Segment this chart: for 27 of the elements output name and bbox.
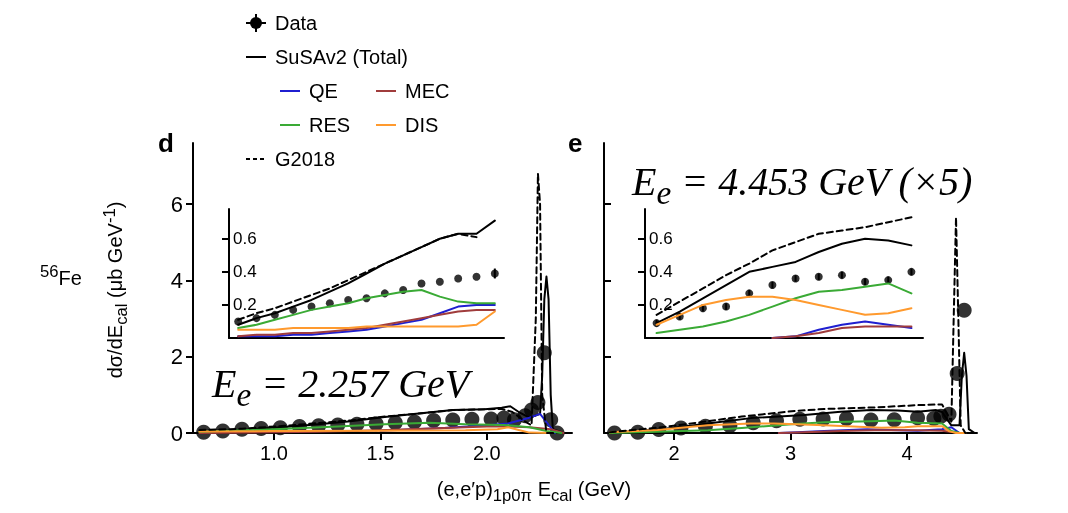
legend-label: G2018 [274,147,336,172]
chart-title: d [158,128,174,159]
legend-label: MEC [404,79,451,104]
x-tick-label: 2.0 [472,442,501,464]
legend-label: SuSAv2 (Total) [274,45,409,70]
x-axis-title: (e,e′p)$_{1p0π}$ E$_{cal}$ (GeV) [436,478,632,506]
x-tick-label: 1.0 [260,442,288,464]
text: $^{56}$Fe [40,262,82,290]
legend-label: RES [308,113,352,138]
x-tick-label: 4 [901,442,913,464]
y-tick-label: 0.2 [649,295,673,315]
y-tick-label: 4 [170,267,183,293]
y-tick-label: 0.4 [233,262,257,282]
y-tick-label: 2 [170,344,183,370]
y-tick-label: 0.2 [233,295,257,315]
annotation: E$_{e}$ = 4.453 GeV (×5) [632,158,973,212]
x-tick-label: 1.5 [366,442,395,464]
legend-label: QE [308,79,339,104]
y-tick-label: 0.6 [233,229,257,249]
legend-label: DIS [404,113,440,138]
x-tick-label: 3 [784,442,797,464]
y-tick-label: 0.6 [649,229,673,249]
legend-label: Data [274,11,318,36]
y-tick-label: 6 [170,191,183,217]
y-tick-label: 0 [170,420,183,446]
chart-title: e [568,128,583,159]
y-tick-label: 0.4 [649,262,673,282]
